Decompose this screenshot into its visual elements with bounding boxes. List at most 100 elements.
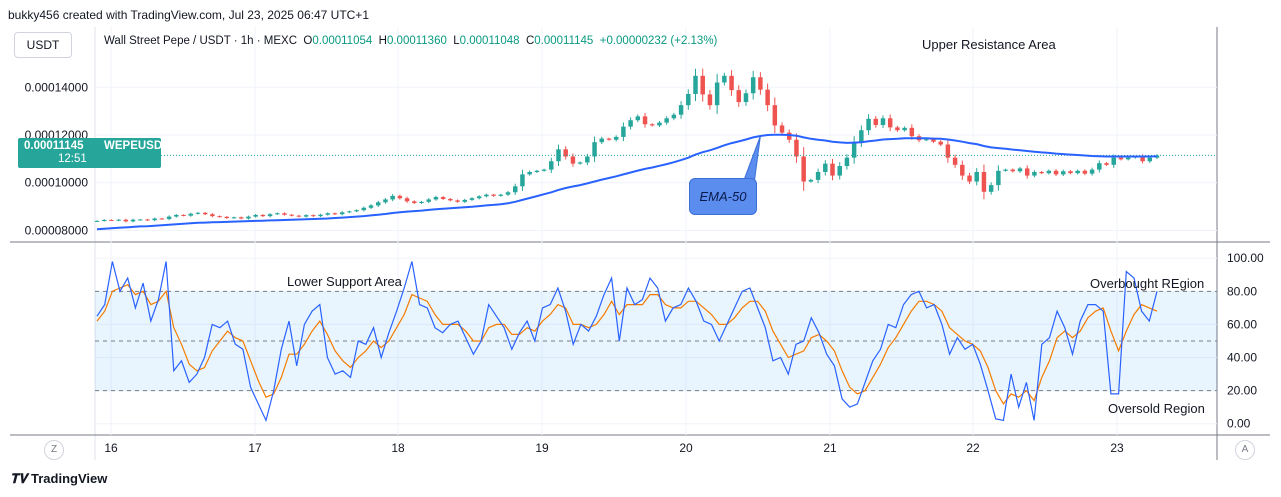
candle-body bbox=[549, 161, 554, 170]
candle-body bbox=[1024, 168, 1030, 176]
ema-label-pointer bbox=[743, 135, 761, 185]
candles bbox=[94, 68, 1160, 223]
candle-body bbox=[1089, 169, 1095, 174]
candle-body bbox=[736, 90, 742, 103]
candle-body bbox=[556, 149, 561, 162]
time-tick-label: 20 bbox=[679, 441, 693, 455]
candle-body bbox=[1147, 157, 1153, 162]
candle-body bbox=[275, 213, 280, 215]
candle-body bbox=[787, 132, 792, 140]
candle-body bbox=[1104, 163, 1109, 165]
candle-body bbox=[729, 75, 734, 91]
candle-body bbox=[390, 195, 395, 200]
rsi-tick-label: 20.00 bbox=[1227, 384, 1257, 398]
candle-body bbox=[621, 126, 626, 137]
candle-body bbox=[246, 216, 251, 219]
candle-body bbox=[642, 116, 648, 125]
current-price-tag: 0.00011145 WEPEUSDT 12:51 bbox=[18, 138, 169, 168]
candle-body bbox=[1010, 169, 1016, 172]
candle-body bbox=[664, 118, 669, 123]
candle-body bbox=[686, 93, 691, 106]
ema-50-line bbox=[96, 133, 1158, 231]
time-tick-label: 22 bbox=[966, 441, 980, 455]
candle-body bbox=[1111, 157, 1116, 165]
candle-body bbox=[260, 214, 266, 217]
candle-body bbox=[130, 219, 136, 222]
candle-body bbox=[231, 217, 237, 219]
candle-body bbox=[1075, 170, 1080, 174]
ema-50-label: EMA-50 bbox=[689, 178, 757, 215]
candle-body bbox=[469, 198, 475, 200]
candle-body bbox=[830, 163, 835, 176]
candle-body bbox=[354, 210, 359, 212]
candle-body bbox=[1046, 170, 1052, 174]
candle-body bbox=[844, 157, 850, 167]
candle-body bbox=[195, 212, 201, 214]
candle-body bbox=[419, 201, 424, 204]
rsi-tick-label: 0.00 bbox=[1227, 417, 1251, 431]
currency-button[interactable]: USDT bbox=[14, 32, 72, 58]
candle-body bbox=[145, 219, 150, 221]
candle-body bbox=[368, 205, 374, 208]
candle-body bbox=[974, 171, 979, 182]
candle-body bbox=[1068, 171, 1073, 174]
candle-body bbox=[541, 169, 547, 171]
candle-body bbox=[743, 93, 749, 103]
candle-body bbox=[635, 116, 641, 121]
created-by-text: bukky456 created with TradingView.com, J… bbox=[8, 8, 369, 22]
candle-body bbox=[902, 127, 907, 131]
candle-body bbox=[311, 215, 316, 217]
candle-body bbox=[750, 77, 756, 94]
candle-body bbox=[238, 217, 244, 219]
candle-body bbox=[498, 194, 504, 196]
candle-body bbox=[1032, 171, 1037, 176]
candle-body bbox=[412, 201, 417, 204]
candle-body bbox=[94, 220, 100, 222]
candle-body bbox=[491, 194, 496, 196]
auto-scale-button[interactable]: A bbox=[1235, 440, 1255, 460]
rsi-tick-label: 40.00 bbox=[1227, 351, 1257, 365]
candle-body bbox=[217, 216, 222, 218]
candle-body bbox=[794, 139, 799, 157]
candle-body bbox=[808, 179, 814, 182]
candle-body bbox=[282, 213, 287, 215]
candle-body bbox=[851, 142, 857, 158]
candle-body bbox=[1097, 163, 1102, 170]
candle-body bbox=[462, 199, 467, 202]
candle-body bbox=[801, 156, 806, 182]
candle-body bbox=[181, 214, 186, 216]
candle-body bbox=[138, 219, 143, 221]
candle-body bbox=[765, 89, 770, 106]
candle-body bbox=[534, 170, 540, 172]
candle-body bbox=[224, 216, 230, 219]
candle-body bbox=[909, 127, 915, 137]
candle-body bbox=[613, 136, 619, 140]
legend-open: 0.00011054 bbox=[312, 35, 373, 47]
candle-body bbox=[931, 139, 936, 142]
candle-body bbox=[606, 138, 612, 140]
candle-body bbox=[657, 122, 662, 126]
oversold-label: Oversold Region bbox=[1108, 401, 1205, 416]
candle-body bbox=[938, 141, 943, 145]
candle-body bbox=[837, 166, 842, 176]
candle-body bbox=[188, 213, 193, 216]
candle-body bbox=[1053, 170, 1059, 175]
candle-body bbox=[101, 219, 107, 221]
candle-body bbox=[325, 213, 330, 215]
candle-body bbox=[772, 105, 778, 126]
candle-body bbox=[174, 214, 179, 217]
time-zone-button[interactable]: Z bbox=[44, 440, 64, 460]
candle-body bbox=[505, 192, 511, 195]
lower-support-label: Lower Support Area bbox=[287, 274, 402, 289]
candle-body bbox=[981, 171, 987, 192]
price-tick-label: 0.00008000 bbox=[25, 223, 89, 237]
candle-body bbox=[1125, 157, 1131, 160]
rsi-ma-line bbox=[96, 283, 1158, 405]
time-tick-label: 23 bbox=[1110, 441, 1124, 455]
candle-body bbox=[397, 195, 403, 199]
candle-body bbox=[520, 174, 525, 187]
candle-body bbox=[952, 157, 958, 165]
candle-body bbox=[1140, 156, 1145, 162]
rsi-levels bbox=[95, 290, 1217, 392]
